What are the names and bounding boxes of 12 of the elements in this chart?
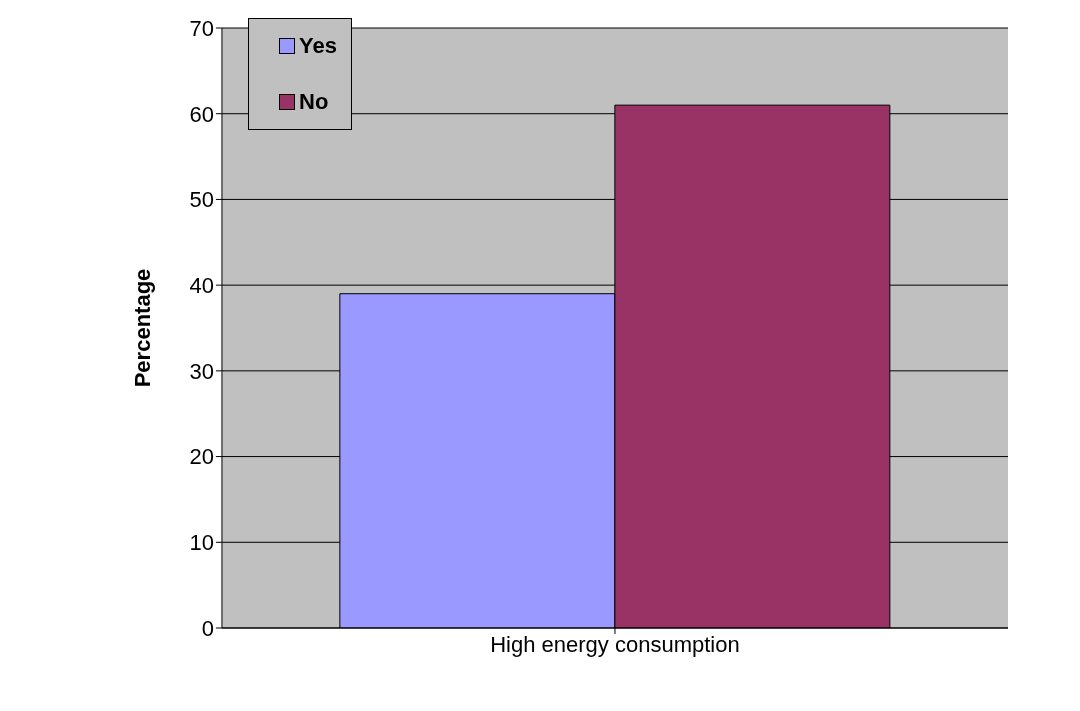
y-tick-label: 30 [189,358,214,384]
y-tick-label: 60 [189,101,214,127]
y-axis-title: Percentage [129,268,155,388]
y-tick-label: 50 [189,187,214,213]
x-tick-label: High energy consumption [490,631,740,657]
y-tick-label: 0 [201,615,214,641]
y-tick-label: 40 [189,272,214,298]
y-tick-label: 70 [189,15,214,41]
legend-label: No [299,89,329,115]
legend-label: Yes [299,33,337,59]
y-tick-label: 10 [189,530,214,556]
y-tick-label: 20 [189,444,214,470]
